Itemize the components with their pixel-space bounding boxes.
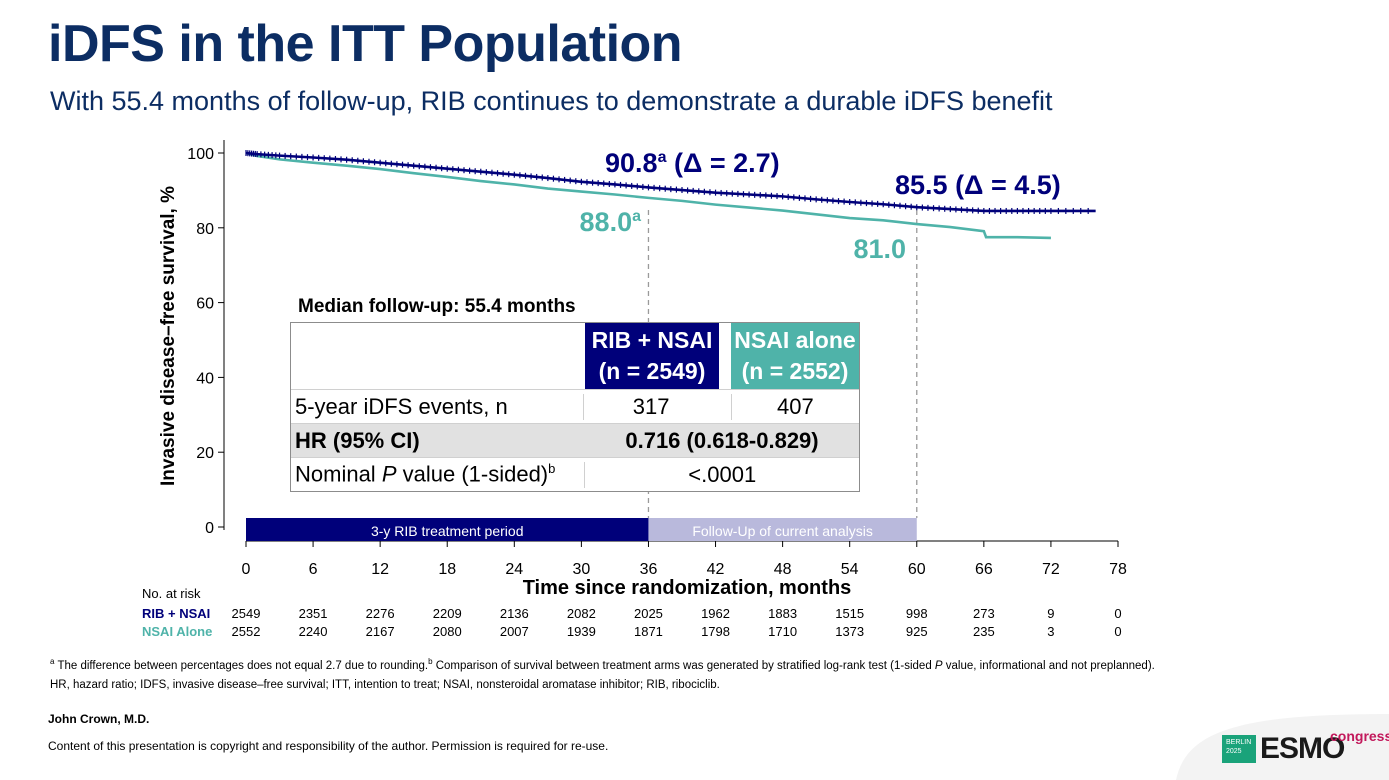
median-followup-label: Median follow-up: 55.4 months [298, 296, 576, 317]
col-header-rib: RIB + NSAI (n = 2549) [585, 323, 719, 389]
risk-count: 0 [1114, 624, 1122, 639]
risk-count: 2209 [432, 606, 462, 621]
risk-count: 925 [905, 624, 928, 639]
risk-count: 2167 [365, 624, 395, 639]
risk-count: 1710 [768, 624, 798, 639]
risk-count: 1883 [768, 606, 798, 621]
y-tick-label: 0 [205, 520, 214, 537]
summary-row-hr: HR (95% CI) 0.716 (0.618-0.829) [291, 423, 859, 457]
footnote-abbreviations: HR, hazard ratio; IDFS, invasive disease… [50, 679, 720, 691]
x-tick-label: 66 [975, 561, 993, 578]
x-axis-label: Time since randomization, months [523, 577, 852, 599]
risk-count: 2136 [499, 606, 529, 621]
risk-count: 2082 [566, 606, 596, 621]
x-tick-label: 48 [774, 561, 792, 578]
risk-count: 2007 [499, 624, 529, 639]
period-bar [648, 518, 917, 541]
risk-row-label: RIB + NSAI [142, 606, 211, 621]
footnote-ab: a The difference between percentages doe… [50, 657, 1155, 672]
x-tick-label: 6 [309, 561, 318, 578]
risk-row-label: NSAI Alone [142, 624, 213, 639]
author-name: John Crown, M.D. [48, 712, 150, 726]
esmo-logo-congress: congress [1330, 728, 1389, 744]
y-axis-label: Invasive disease–free survival, % [158, 186, 179, 486]
esmo-logo-badge: BERLIN 2025 [1222, 735, 1256, 763]
risk-count: 0 [1114, 606, 1122, 621]
risk-count: 1373 [835, 624, 865, 639]
esmo-logo: ESMO [1260, 732, 1345, 765]
x-tick-label: 12 [371, 561, 389, 578]
risk-count: 235 [972, 624, 995, 639]
risk-table-header: No. at risk [142, 586, 201, 601]
summary-row-events: 5-year iDFS events, n 317 407 [291, 389, 859, 423]
series-line [245, 151, 1051, 240]
risk-count: 273 [972, 606, 995, 621]
risk-count: 2080 [432, 624, 462, 639]
x-tick-label: 18 [438, 561, 456, 578]
value-annotation: 90.8a (Δ = 2.7) [605, 148, 780, 178]
period-label: 3-y RIB treatment period [371, 523, 524, 539]
risk-count: 2549 [231, 606, 261, 621]
y-tick-label: 80 [196, 221, 214, 238]
risk-count: 1798 [701, 624, 730, 639]
risk-count: 1939 [566, 624, 596, 639]
summary-table: RIB + NSAI (n = 2549) NSAI alone (n = 25… [290, 322, 860, 492]
y-tick-label: 60 [196, 296, 214, 313]
x-tick-label: 24 [505, 561, 523, 578]
col-header-nsai: NSAI alone (n = 2552) [731, 323, 859, 389]
x-tick-label: 60 [908, 561, 926, 578]
risk-count: 2276 [365, 606, 395, 621]
x-tick-label: 36 [640, 561, 658, 578]
x-tick-label: 30 [572, 561, 590, 578]
x-tick-label: 54 [841, 561, 859, 578]
risk-count: 1515 [835, 606, 865, 621]
summary-row-pvalue: Nominal P value (1-sided)b <.0001 [291, 457, 859, 491]
km-chart: 0 20 40 60 80 100 0 6 12 18 24 30 36 42 48 54 60 66 72 78 Ti… [158, 140, 1127, 599]
censor-marks [245, 150, 1089, 214]
risk-count: 3 [1047, 624, 1055, 639]
y-tick-label: 40 [196, 370, 214, 387]
x-tick-label: 0 [242, 561, 251, 578]
value-annotation: 81.0 [853, 234, 906, 264]
risk-count: 1871 [633, 624, 663, 639]
risk-count: 2351 [298, 606, 328, 621]
x-tick-label: 78 [1109, 561, 1127, 578]
period-label: Follow-Up of current analysis [692, 523, 873, 539]
risk-count: 1962 [701, 606, 730, 621]
risk-count: 2025 [633, 606, 663, 621]
logo-swoosh [1176, 714, 1389, 780]
page-subtitle: With 55.4 months of follow-up, RIB conti… [50, 86, 1053, 116]
x-tick-label: 42 [707, 561, 725, 578]
risk-count: 2240 [298, 624, 328, 639]
y-tick-label: 20 [196, 445, 214, 462]
y-tick-label: 100 [187, 146, 214, 163]
summary-header-row: RIB + NSAI (n = 2549) NSAI alone (n = 25… [291, 323, 859, 389]
risk-count: 2552 [231, 624, 261, 639]
x-tick-label: 72 [1042, 561, 1060, 578]
copyright-notice: Content of this presentation is copyrigh… [48, 739, 609, 753]
value-annotation: 88.0a [580, 207, 642, 237]
risk-count: 998 [905, 606, 928, 621]
risk-count: 9 [1047, 606, 1055, 621]
period-bar [246, 518, 649, 541]
page-title: iDFS in the ITT Population [48, 15, 683, 73]
value-annotation: 85.5 (Δ = 4.5) [895, 170, 1061, 200]
